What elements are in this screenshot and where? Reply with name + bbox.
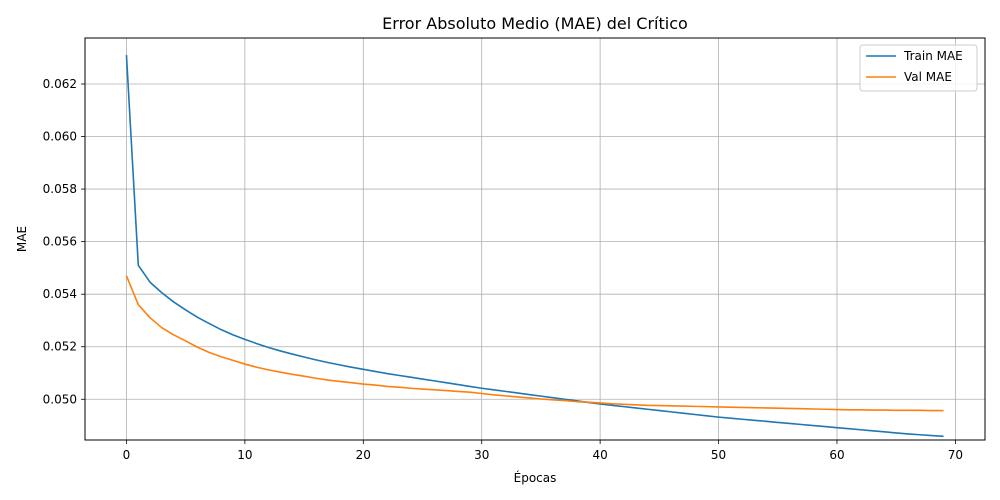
- legend-label-val-mae: Val MAE: [904, 70, 952, 84]
- x-tick-label: 30: [474, 448, 489, 462]
- y-tick-label: 0.062: [43, 77, 77, 91]
- x-tick-label: 20: [356, 448, 371, 462]
- series-line-val-mae: [125, 275, 944, 412]
- y-axis-label: MAE: [15, 226, 29, 252]
- x-tick-label: 60: [829, 448, 844, 462]
- y-tick-label: 0.050: [43, 392, 77, 406]
- y-tick-label: 0.056: [43, 235, 77, 249]
- x-tick-label: 10: [237, 448, 252, 462]
- series-layer: [125, 55, 944, 438]
- x-tick-label: 70: [948, 448, 963, 462]
- legend-label-train-mae: Train MAE: [903, 49, 963, 63]
- plot-area: [85, 38, 985, 440]
- y-tick-label: 0.052: [43, 340, 77, 354]
- y-tick-label: 0.054: [43, 287, 77, 301]
- x-tick-label: 50: [711, 448, 726, 462]
- x-axis-label: Épocas: [514, 470, 557, 485]
- x-tick-label: 40: [592, 448, 607, 462]
- y-tick-label: 0.060: [43, 130, 77, 144]
- x-axis: 0 10 20 30 40 50 60 70: [123, 440, 963, 462]
- y-tick-label: 0.058: [43, 182, 77, 196]
- series-line-train-mae: [125, 55, 944, 438]
- plot-frame: [84, 37, 986, 441]
- grid: [85, 38, 985, 440]
- chart-title: Error Absoluto Medio (MAE) del Crítico: [382, 14, 688, 33]
- legend: Train MAE Val MAE: [859, 44, 978, 92]
- x-tick-label: 0: [123, 448, 131, 462]
- y-axis: 0.050 0.052 0.054 0.056 0.058 0.060 0.062: [43, 77, 85, 406]
